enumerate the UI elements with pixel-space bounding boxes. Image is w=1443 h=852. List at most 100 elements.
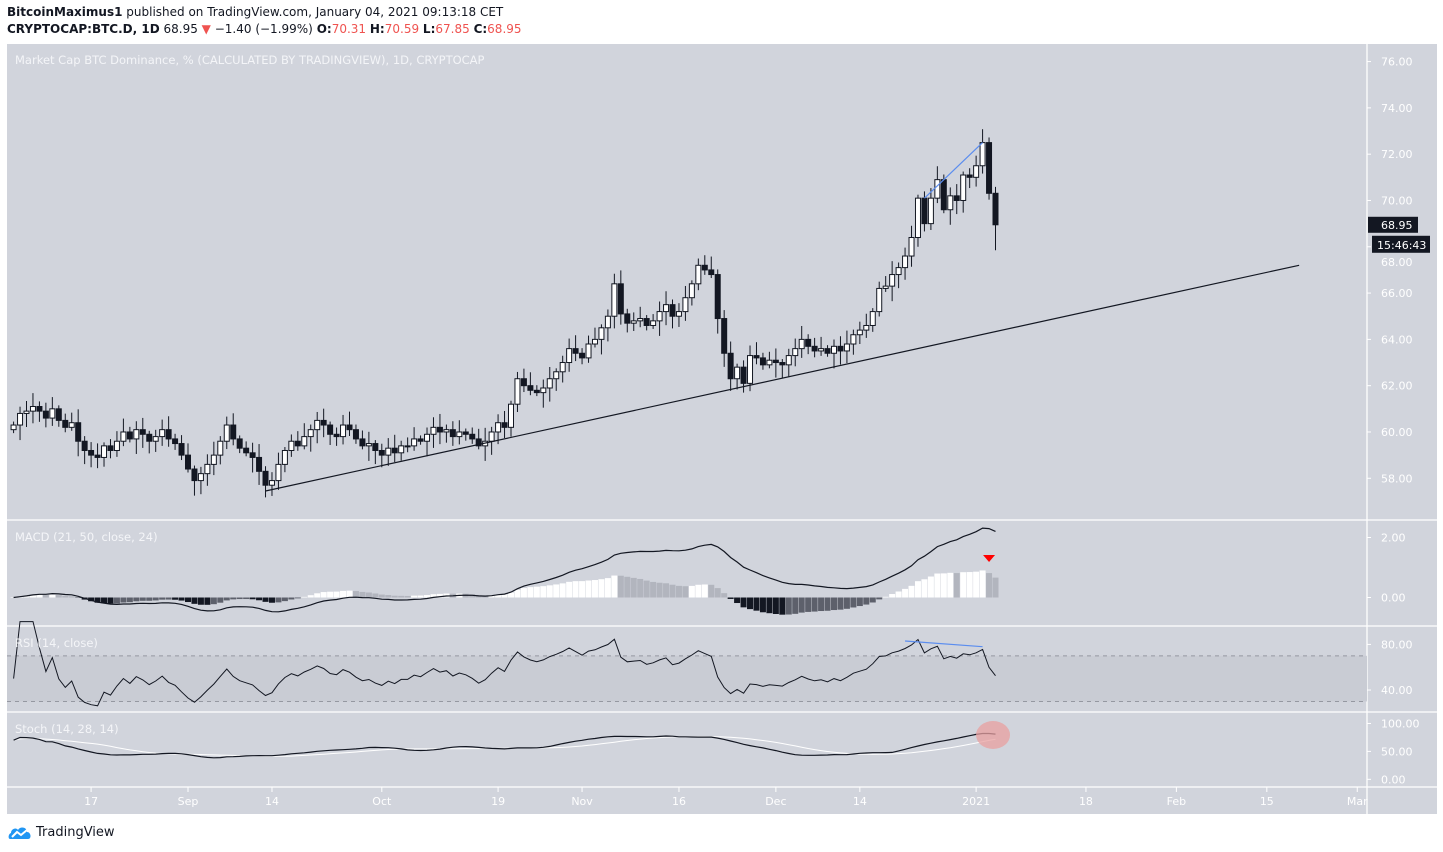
macd-histogram-bar <box>508 592 514 598</box>
macd-histogram-bar <box>314 593 321 598</box>
macd-histogram-bar <box>669 584 676 598</box>
candle-down <box>165 429 172 440</box>
candle-down <box>320 419 327 426</box>
candle-up <box>566 348 573 364</box>
candle-down <box>378 449 385 456</box>
candle-up <box>365 443 372 447</box>
macd-histogram-bar <box>217 597 224 603</box>
macd-histogram-bar <box>301 596 308 598</box>
candle-down <box>449 429 456 438</box>
macd-histogram-bar <box>223 597 230 601</box>
candle-down <box>921 197 928 225</box>
candle-down <box>533 389 540 394</box>
candle-up <box>546 378 553 389</box>
macd-histogram-bar <box>424 595 431 598</box>
macd-histogram-bar <box>191 597 198 604</box>
candle-up <box>49 408 56 419</box>
candle-up <box>856 329 863 336</box>
candle-down <box>669 304 676 317</box>
candle-down <box>779 362 786 366</box>
macd-histogram-bar <box>327 591 334 598</box>
candle-down <box>139 429 146 435</box>
macd-histogram-bar <box>42 595 49 598</box>
candle-down <box>75 422 82 442</box>
macd-histogram-bar <box>882 596 889 598</box>
time-axis-label: 18 <box>1079 795 1093 808</box>
candle-down <box>346 424 353 431</box>
symbol-name[interactable]: CRYPTOCAP:BTC.D, 1D <box>7 22 160 36</box>
low-label: L: <box>422 22 436 36</box>
time-axis-label: 19 <box>491 795 505 808</box>
macd-histogram-bar <box>436 593 443 598</box>
macd-histogram-bar <box>294 597 301 599</box>
main-pane-title: Market Cap BTC Dominance, % (CALCULATED … <box>15 53 485 67</box>
candle-down <box>986 142 993 194</box>
macd-histogram-bar <box>953 573 960 598</box>
candle-up <box>682 297 689 313</box>
candle-up <box>152 436 159 442</box>
macd-histogram-bar <box>165 597 172 600</box>
macd-line <box>13 527 996 613</box>
macd-histogram-bar <box>617 575 624 598</box>
rsi-line <box>13 621 996 707</box>
candle-up <box>275 463 282 482</box>
macd-histogram <box>10 570 999 615</box>
macd-histogram-bar <box>889 594 896 598</box>
candle-up <box>650 320 657 326</box>
macd-axis-tick-label: 2.00 <box>1381 532 1406 545</box>
macd-histogram-bar <box>973 571 980 598</box>
candle-down <box>708 269 715 276</box>
candle-down <box>501 422 508 428</box>
candle-up <box>766 359 773 366</box>
candle-down <box>462 431 469 435</box>
macd-histogram-bar <box>404 595 411 598</box>
candle-up <box>540 387 547 394</box>
time-axis-label: Dec <box>765 795 786 808</box>
candle-up <box>508 403 514 428</box>
candle-up <box>197 473 204 482</box>
macd-histogram-bar <box>333 591 340 598</box>
close-value: 68.95 <box>487 22 522 36</box>
candle-up <box>818 348 825 352</box>
macd-histogram-bar <box>611 575 618 598</box>
macd-histogram-bar <box>520 588 527 598</box>
price-axis-tick-label: 76.00 <box>1381 56 1413 69</box>
candle-down <box>185 454 191 470</box>
stoch-k-line <box>13 732 996 759</box>
time-axis-label: Sep <box>178 795 199 808</box>
rsi-band <box>7 655 1367 702</box>
candle-down <box>294 440 301 447</box>
publish-line: BitcoinMaximus1 published on TradingView… <box>7 5 503 19</box>
candle-up <box>908 237 915 257</box>
macd-histogram-bar <box>747 597 754 610</box>
candle-up <box>630 320 637 324</box>
macd-histogram-bar <box>772 597 779 615</box>
candle-up <box>675 311 682 317</box>
candle-up <box>882 285 889 289</box>
macd-histogram-bar <box>695 584 702 598</box>
macd-histogram-bar <box>36 594 43 598</box>
candle-up <box>456 431 463 438</box>
candle-up <box>585 343 592 359</box>
time-axis-label: 15 <box>1260 795 1274 808</box>
macd-histogram-bar <box>979 570 986 598</box>
candles <box>10 129 999 498</box>
macd-histogram-bar <box>346 590 353 598</box>
macd-histogram-bar <box>553 584 560 598</box>
candle-up <box>611 283 618 317</box>
macd-histogram-bar <box>740 597 747 608</box>
price-axis-tick-label: 70.00 <box>1381 194 1413 207</box>
macd-histogram-bar <box>721 593 728 598</box>
macd-histogram-bar <box>113 597 120 604</box>
macd-histogram-bar <box>236 597 243 600</box>
stoch-axis-tick-label: 100.00 <box>1381 717 1420 730</box>
macd-histogram-bar <box>268 597 275 603</box>
tradingview-footer[interactable]: TradingView <box>8 824 115 840</box>
macd-histogram-bar <box>146 597 153 601</box>
macd-histogram-bar <box>598 579 605 598</box>
candle-down <box>721 318 728 354</box>
author-name[interactable]: BitcoinMaximus1 <box>7 5 123 19</box>
candle-down <box>172 438 179 445</box>
macd-histogram-bar <box>753 597 760 611</box>
